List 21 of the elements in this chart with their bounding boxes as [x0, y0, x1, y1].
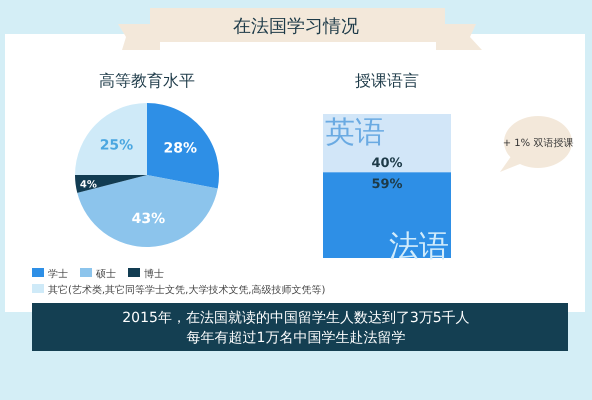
legend-label: 学士: [48, 268, 68, 280]
data-label: 4%: [80, 179, 97, 190]
pie-slice: [77, 175, 218, 247]
text: + 1% 双语授课: [502, 137, 574, 149]
series-label: 英语: [325, 115, 385, 150]
chart-title: 高等教育水平: [99, 71, 195, 90]
text: 2015年，在法国就读的中国留学生人数达到了3万5千人: [122, 310, 470, 326]
data-label: 28%: [164, 140, 198, 156]
legend-label: 博士: [144, 268, 164, 280]
text: 在法国学习情况: [233, 16, 359, 37]
legend-label: 硕士: [95, 268, 116, 280]
pie-slice: [75, 103, 147, 175]
chart-title: 授课语言: [355, 71, 419, 90]
data-label: 40%: [371, 156, 403, 172]
data-label: 25%: [100, 137, 134, 154]
data-label: 43%: [132, 211, 166, 228]
pie-slice: [147, 103, 219, 188]
data-label: 59%: [371, 177, 403, 192]
text: 每年有超过1万名中国学生赴法留学: [186, 330, 406, 346]
series-label: 法语: [389, 229, 449, 264]
legend-label: 其它(艺术类,其它同等学士文凭,大学技术文凭,高级技师文凭等): [48, 284, 326, 296]
